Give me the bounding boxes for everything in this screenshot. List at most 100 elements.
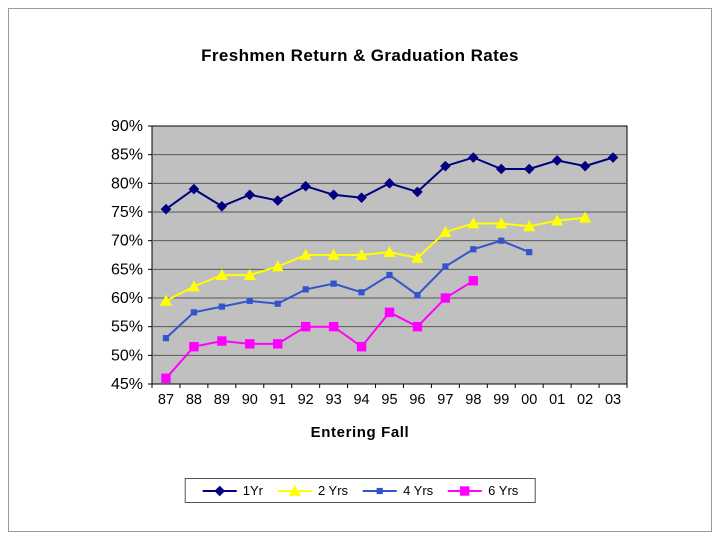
x-tick-label: 97 [437, 392, 453, 408]
square-marker-icon [217, 336, 227, 346]
triangle-marker-icon [215, 268, 228, 280]
y-tick-label: 65% [111, 261, 143, 278]
dot-marker-icon [526, 249, 533, 256]
triangle-marker-icon [523, 220, 536, 232]
square-marker-icon [300, 321, 311, 332]
triangle-marker-icon [327, 248, 340, 260]
triangle-marker-icon [411, 251, 424, 263]
diamond-marker-icon [244, 189, 256, 201]
square-marker-icon [189, 342, 199, 352]
dot-marker-icon [498, 237, 505, 244]
diamond-marker-icon [216, 200, 228, 212]
square-marker-icon [245, 339, 255, 349]
series-2-yrs [159, 211, 592, 306]
legend-label: 2 Yrs [317, 483, 349, 498]
dot-marker-icon [302, 286, 309, 293]
x-tick-label: 94 [353, 392, 369, 408]
dot-marker-icon [190, 309, 198, 316]
x-tick-label: 96 [409, 392, 425, 408]
triangle-marker-icon [383, 245, 396, 258]
diamond-marker-icon [551, 155, 563, 166]
x-tick-label: 03 [605, 392, 621, 408]
diamond-marker-icon [495, 163, 507, 175]
legend-square-icon [448, 485, 483, 496]
y-tick-label: 70% [111, 233, 143, 250]
series-4-yrs [162, 237, 533, 342]
diamond-marker-icon [160, 203, 172, 215]
diamond-marker-icon [579, 160, 591, 172]
x-axis-labels: 87 88 89 90 91 92 93 94 95 96 97 98 99 00 01 02 03 [151, 384, 628, 408]
dot-marker-icon [376, 487, 384, 494]
triangle-marker-icon [159, 294, 173, 306]
y-tick-label: 90% [111, 118, 143, 135]
triangle-marker-icon [288, 484, 301, 496]
y-tick-label: 60% [111, 290, 143, 307]
triangle-marker-icon [299, 248, 312, 260]
legend-item: 4 Yrs [362, 483, 433, 498]
diamond-marker-icon [440, 160, 451, 172]
legend-item: 6 Yrs [447, 483, 518, 498]
dot-marker-icon [386, 271, 393, 279]
diamond-marker-icon [356, 192, 367, 203]
triangle-marker-icon [187, 280, 200, 292]
triangle-marker-icon [551, 214, 564, 226]
legend-item: 1Yr [202, 483, 263, 498]
legend-triangle-icon [277, 484, 312, 496]
diamond-marker-icon [607, 152, 619, 163]
legend-label: 4 Yrs [403, 483, 434, 498]
legend-label: 6 Yrs [488, 483, 519, 498]
square-marker-icon [412, 321, 423, 332]
chart-title: Freshmen Return & Graduation Rates [201, 46, 519, 65]
triangle-marker-icon [467, 217, 480, 229]
triangle-marker-icon [439, 225, 452, 237]
y-tick-label: 75% [111, 204, 143, 221]
triangle-marker-icon [355, 248, 368, 260]
diamond-marker-icon [214, 485, 226, 496]
x-tick-label: 92 [298, 392, 314, 408]
legend-item: 2 Yrs [277, 483, 348, 498]
diamond-marker-icon [188, 183, 200, 195]
series-6-yrs [161, 276, 479, 383]
diamond-marker-icon [468, 152, 479, 163]
triangle-marker-icon [243, 268, 256, 280]
x-tick-label: 89 [214, 392, 230, 408]
square-marker-icon [161, 373, 171, 383]
gridlines [148, 125, 627, 385]
x-tick-label: 00 [521, 392, 537, 408]
diamond-marker-icon [384, 178, 395, 189]
x-tick-label: 01 [549, 392, 565, 408]
x-tick-label: 88 [186, 392, 202, 408]
y-tick-label: 55% [111, 319, 143, 336]
diamond-marker-icon [328, 189, 339, 201]
dot-marker-icon [442, 263, 449, 270]
dot-marker-icon [274, 300, 281, 307]
y-tick-label: 85% [111, 147, 143, 164]
square-marker-icon [273, 339, 283, 349]
dot-marker-icon [414, 292, 421, 299]
dot-marker-icon [330, 280, 337, 287]
dot-marker-icon [218, 303, 225, 310]
x-tick-label: 90 [242, 392, 258, 408]
y-axis-labels: 45% 50% 55% 60% 65% 70% 75% 80% 85% 90% [111, 118, 143, 393]
square-marker-icon [460, 485, 470, 496]
square-marker-icon [384, 307, 395, 318]
dot-marker-icon [162, 335, 170, 342]
series-1yr [160, 152, 619, 215]
x-axis-title: Entering Fall [310, 424, 410, 441]
legend-dot-icon [363, 487, 398, 494]
diamond-marker-icon [300, 180, 311, 192]
y-tick-label: 45% [111, 376, 143, 393]
diamond-marker-icon [523, 163, 535, 175]
dot-marker-icon [470, 246, 477, 253]
triangle-marker-icon [579, 211, 592, 223]
x-tick-label: 93 [326, 392, 342, 408]
series-line [165, 216, 586, 302]
y-tick-label: 80% [111, 175, 143, 192]
diamond-marker-icon [272, 195, 284, 206]
dot-marker-icon [246, 297, 253, 304]
legend-label: 1Yr [242, 483, 263, 498]
square-marker-icon [468, 276, 479, 286]
dot-marker-icon [358, 289, 365, 296]
